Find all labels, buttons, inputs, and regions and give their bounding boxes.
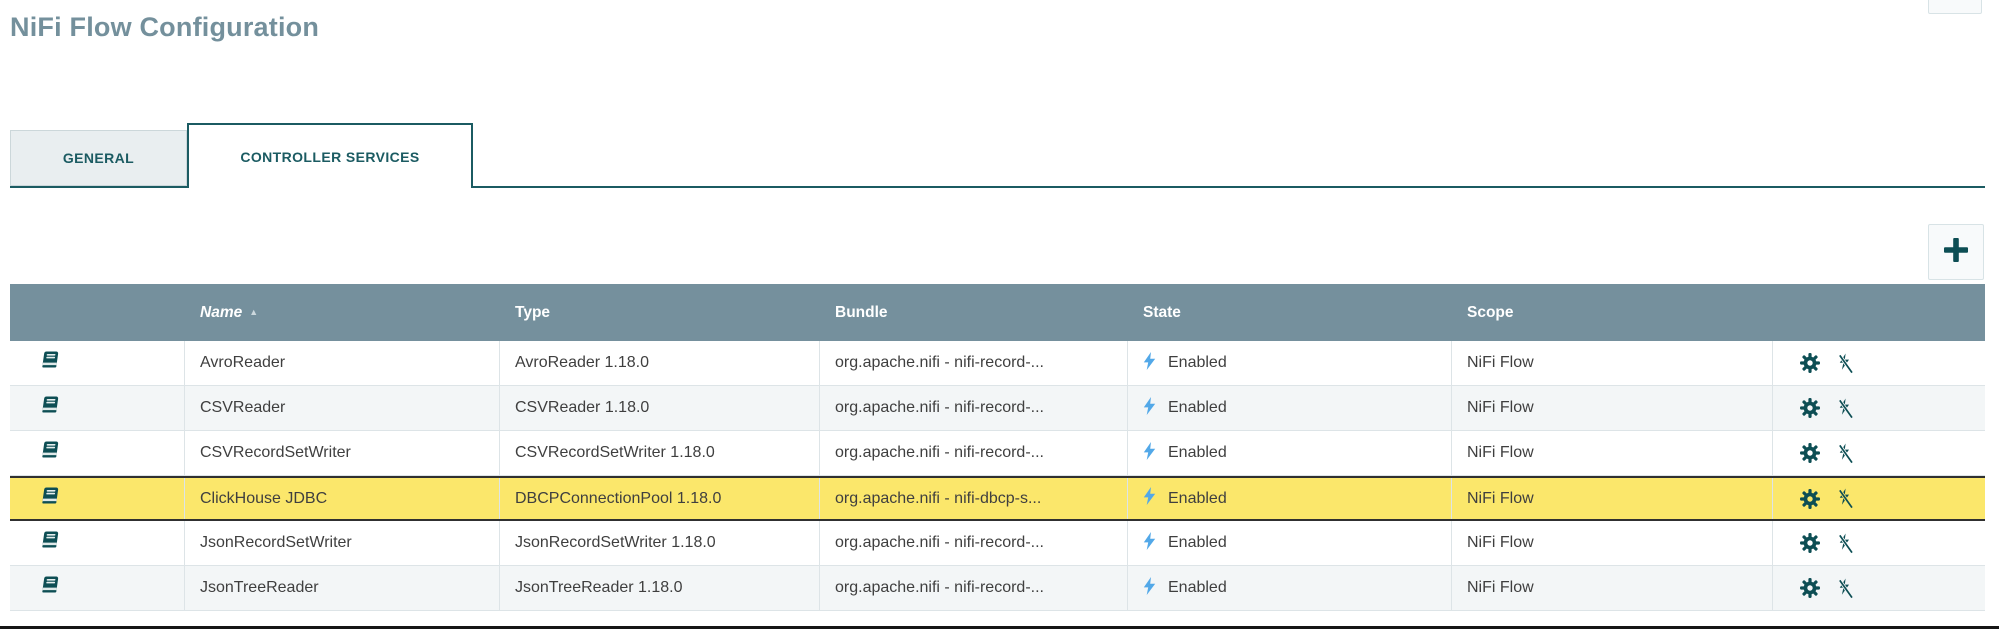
cell-scope: NiFi Flow xyxy=(1452,386,1773,430)
row-actions-cell xyxy=(1773,566,1985,610)
cell-name: JsonTreeReader xyxy=(185,566,500,610)
header-name[interactable]: Name ▲ xyxy=(200,303,259,321)
cell-state-text: Enabled xyxy=(1168,444,1227,461)
panel-bottom-edge xyxy=(0,626,1999,629)
cell-bundle: org.apache.nifi - nifi-dbcp-s... xyxy=(820,478,1128,519)
row-type-cell xyxy=(10,341,185,385)
row-actions-cell xyxy=(1773,386,1985,430)
disable-bolt-icon[interactable] xyxy=(1835,398,1856,419)
cell-bundle: org.apache.nifi - nifi-record-... xyxy=(820,521,1128,565)
bolt-enabled-icon xyxy=(1143,576,1156,600)
cell-scope: NiFi Flow xyxy=(1452,566,1773,610)
book-icon xyxy=(38,531,60,555)
row-type-cell xyxy=(10,521,185,565)
plus-icon xyxy=(1941,235,1971,270)
controller-services-table: Name ▲ Type Bundle State Scope xyxy=(10,284,1985,611)
cell-name: CSVReader xyxy=(185,386,500,430)
gear-icon[interactable] xyxy=(1800,443,1820,463)
row-type-cell xyxy=(10,478,185,519)
header-bundle[interactable]: Bundle xyxy=(835,303,888,321)
cell-type: CSVReader 1.18.0 xyxy=(500,386,820,430)
cell-state-text: Enabled xyxy=(1168,354,1227,371)
tab-general-label: GENERAL xyxy=(62,150,135,166)
cell-type: DBCPConnectionPool 1.18.0 xyxy=(500,478,820,519)
row-type-cell xyxy=(10,566,185,610)
table-row[interactable]: JsonRecordSetWriter JsonRecordSetWriter … xyxy=(10,521,1985,566)
cell-bundle: org.apache.nifi - nifi-record-... xyxy=(820,386,1128,430)
row-type-cell xyxy=(10,386,185,430)
book-icon xyxy=(38,576,60,600)
close-icon xyxy=(1940,0,1970,7)
gear-icon[interactable] xyxy=(1800,533,1820,553)
header-type[interactable]: Type xyxy=(515,303,551,321)
cell-bundle: org.apache.nifi - nifi-record-... xyxy=(820,341,1128,385)
cell-name: AvroReader xyxy=(185,341,500,385)
cell-state: Enabled xyxy=(1128,521,1452,565)
gear-icon[interactable] xyxy=(1800,488,1820,509)
cell-bundle: org.apache.nifi - nifi-record-... xyxy=(820,431,1128,475)
cell-scope: NiFi Flow xyxy=(1452,478,1773,519)
row-actions-cell xyxy=(1773,478,1985,519)
gear-icon[interactable] xyxy=(1800,353,1820,373)
row-actions-cell xyxy=(1773,431,1985,475)
cell-type: CSVRecordSetWriter 1.18.0 xyxy=(500,431,820,475)
bolt-enabled-icon xyxy=(1143,396,1156,420)
disable-bolt-icon[interactable] xyxy=(1835,533,1856,554)
table-row[interactable]: AvroReader AvroReader 1.18.0 org.apache.… xyxy=(10,341,1985,386)
cell-type: JsonRecordSetWriter 1.18.0 xyxy=(500,521,820,565)
disable-bolt-icon[interactable] xyxy=(1835,488,1856,509)
bolt-enabled-icon xyxy=(1143,351,1156,375)
cell-bundle: org.apache.nifi - nifi-record-... xyxy=(820,566,1128,610)
tab-bar: GENERAL CONTROLLER SERVICES xyxy=(10,123,1985,188)
bolt-enabled-icon xyxy=(1143,441,1156,465)
gear-icon[interactable] xyxy=(1800,398,1820,418)
cell-state: Enabled xyxy=(1128,478,1452,519)
new-controller-service-button[interactable] xyxy=(1928,224,1984,280)
cell-state: Enabled xyxy=(1128,566,1452,610)
table-header-row: Name ▲ Type Bundle State Scope xyxy=(10,284,1985,341)
bolt-enabled-icon xyxy=(1143,531,1156,555)
cell-type: JsonTreeReader 1.18.0 xyxy=(500,566,820,610)
page-title: NiFi Flow Configuration xyxy=(10,12,320,42)
cell-scope: NiFi Flow xyxy=(1452,521,1773,565)
row-actions-cell xyxy=(1773,521,1985,565)
bolt-enabled-icon xyxy=(1143,487,1156,510)
disable-bolt-icon[interactable] xyxy=(1835,443,1856,464)
table-row[interactable]: ClickHouse JDBC DBCPConnectionPool 1.18.… xyxy=(10,476,1985,521)
cell-state: Enabled xyxy=(1128,386,1452,430)
sort-asc-icon: ▲ xyxy=(249,307,259,317)
tab-general[interactable]: GENERAL xyxy=(10,130,187,186)
cell-state-text: Enabled xyxy=(1168,579,1227,596)
cell-name: ClickHouse JDBC xyxy=(185,478,500,519)
book-icon xyxy=(38,441,60,465)
tab-controller-services[interactable]: CONTROLLER SERVICES xyxy=(187,123,473,188)
gear-icon[interactable] xyxy=(1800,578,1820,598)
cell-name: JsonRecordSetWriter xyxy=(185,521,500,565)
cell-scope: NiFi Flow xyxy=(1452,341,1773,385)
row-type-cell xyxy=(10,431,185,475)
disable-bolt-icon[interactable] xyxy=(1835,578,1856,599)
table-body: AvroReader AvroReader 1.18.0 org.apache.… xyxy=(10,341,1985,611)
header-state[interactable]: State xyxy=(1143,303,1181,321)
cell-name: CSVRecordSetWriter xyxy=(185,431,500,475)
book-icon xyxy=(38,487,60,511)
cell-state-text: Enabled xyxy=(1168,399,1227,416)
book-icon xyxy=(38,351,60,375)
cell-scope: NiFi Flow xyxy=(1452,431,1773,475)
tab-controller-services-label: CONTROLLER SERVICES xyxy=(240,148,420,165)
cell-state-text: Enabled xyxy=(1168,534,1227,551)
table-row[interactable]: CSVRecordSetWriter CSVRecordSetWriter 1.… xyxy=(10,431,1985,476)
cell-state-text: Enabled xyxy=(1168,489,1227,507)
table-row[interactable]: JsonTreeReader JsonTreeReader 1.18.0 org… xyxy=(10,566,1985,611)
header-scope[interactable]: Scope xyxy=(1467,303,1514,321)
close-button[interactable] xyxy=(1928,0,1982,14)
cell-state: Enabled xyxy=(1128,431,1452,475)
cell-state: Enabled xyxy=(1128,341,1452,385)
cell-type: AvroReader 1.18.0 xyxy=(500,341,820,385)
row-actions-cell xyxy=(1773,341,1985,385)
book-icon xyxy=(38,396,60,420)
disable-bolt-icon[interactable] xyxy=(1835,353,1856,374)
table-row[interactable]: CSVReader CSVReader 1.18.0 org.apache.ni… xyxy=(10,386,1985,431)
